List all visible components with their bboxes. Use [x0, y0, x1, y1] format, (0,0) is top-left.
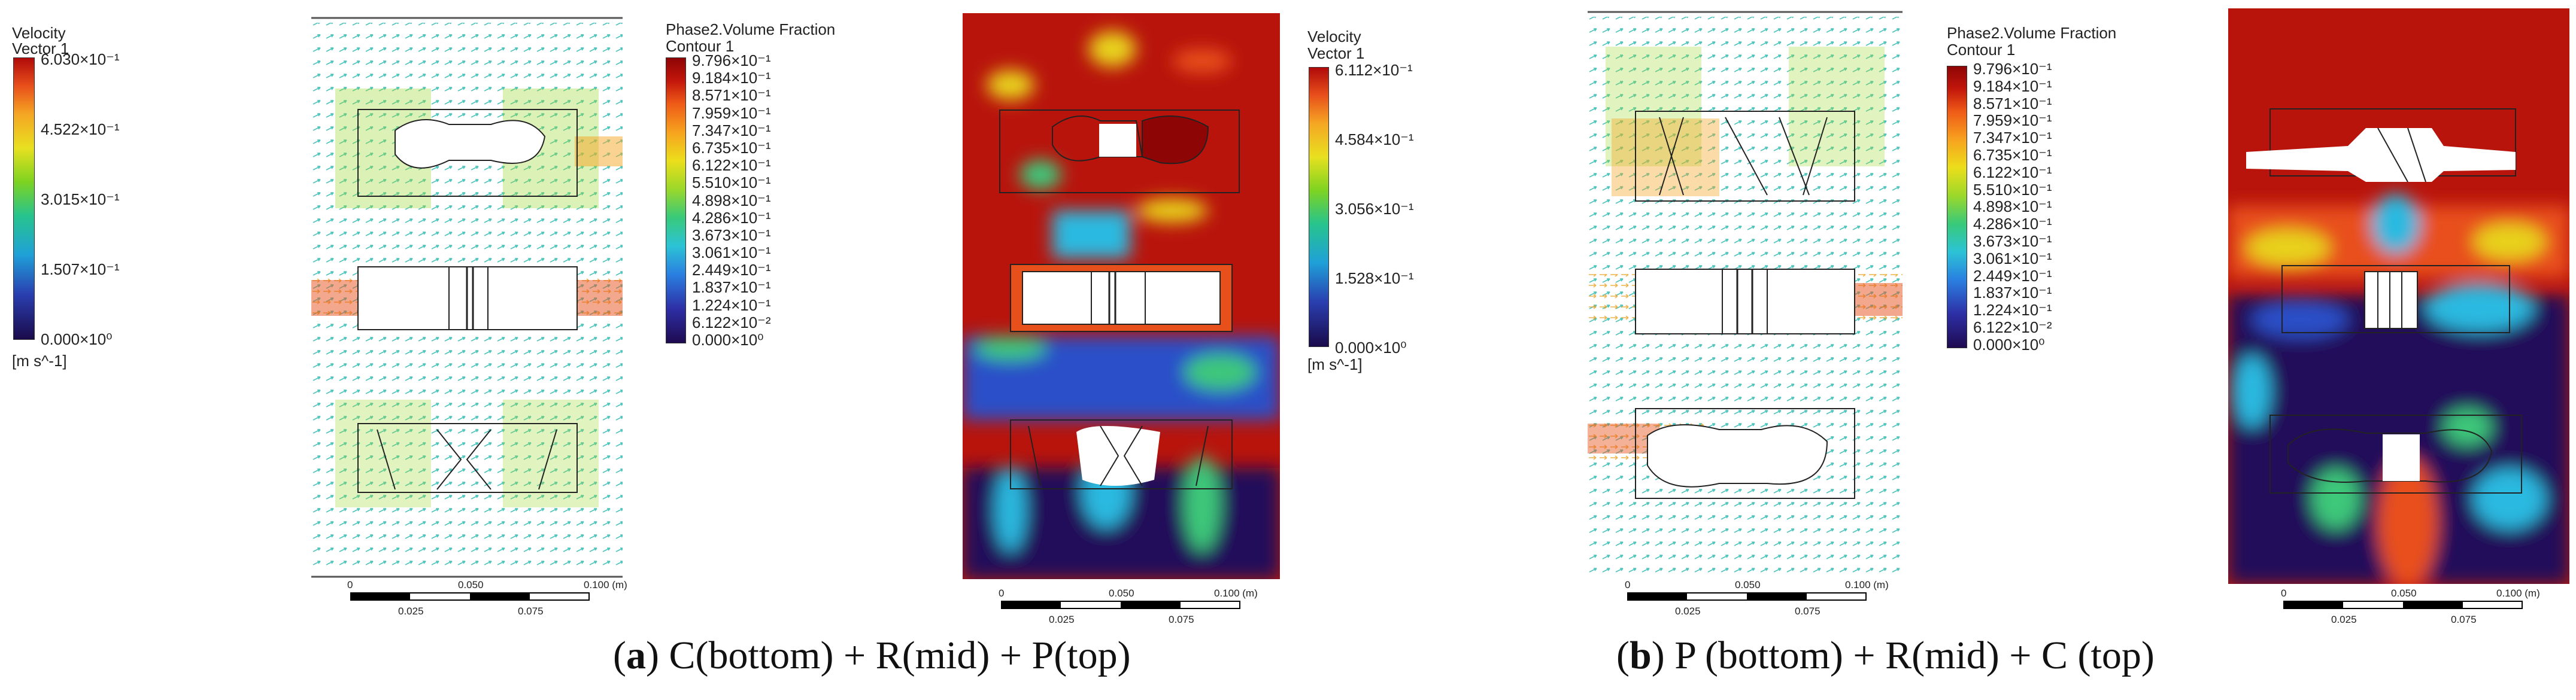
scale-label: 0: [2281, 588, 2287, 599]
scale-label: 0.050: [1735, 579, 1761, 591]
velocity-legend-label: 3.015×10⁻¹: [41, 190, 120, 208]
fraction-legend-label: 4.898×10⁻¹: [1973, 197, 2052, 216]
caption-text: C(bottom) + R(mid) + P(top): [659, 634, 1131, 677]
velocity-legend-label: 6.030×10⁻¹: [41, 50, 120, 68]
velocity-legend-label: 1.528×10⁻¹: [1335, 269, 1414, 287]
velocity-legend-label: 0.000×10⁰: [1335, 339, 1407, 357]
velocity-legend-unit: [m s^-1]: [12, 352, 67, 370]
velocity-legend-label: 3.056×10⁻¹: [1335, 200, 1414, 218]
scale-label: 0.100 (m): [2496, 588, 2540, 599]
fraction-legend-label: 9.796×10⁻¹: [692, 51, 771, 69]
velocity-legend-title: Velocity: [12, 24, 66, 42]
fraction-legend-label: 3.061×10⁻¹: [692, 244, 771, 262]
fraction-legend-label: 7.347×10⁻¹: [1973, 129, 2052, 147]
fraction-legend-label: 7.959×10⁻¹: [692, 104, 771, 122]
scale-label: 0: [347, 579, 353, 591]
fraction-legend-label: 8.571×10⁻¹: [1973, 94, 2052, 112]
velocity-colorbar: [1309, 67, 1329, 347]
scale-label: 0.100 (m): [1845, 579, 1889, 591]
fraction-legend-label: 0.000×10⁰: [692, 331, 764, 349]
vector-plot-b: [1588, 11, 1903, 579]
fraction-legend-label: 7.347×10⁻¹: [692, 121, 771, 139]
velocity-legend-label: 0.000×10⁰: [41, 330, 113, 348]
scale-bar-contour-b: [2283, 601, 2523, 609]
fraction-legend-label: 9.184×10⁻¹: [1973, 77, 2052, 95]
fraction-legend-label: 3.673×10⁻¹: [1973, 232, 2052, 250]
velocity-legend-label: 4.522×10⁻¹: [41, 120, 120, 138]
fraction-legend-labels: 9.796×10⁻¹ 9.184×10⁻¹ 8.571×10⁻¹ 7.959×1…: [1973, 61, 2052, 354]
velocity-legend-label: 1.507×10⁻¹: [41, 260, 120, 278]
fraction-legend-label: 4.286×10⁻¹: [692, 208, 771, 227]
velocity-legend-label: 6.112×10⁻¹: [1335, 61, 1413, 79]
fraction-legend-label: 6.735×10⁻¹: [692, 138, 771, 157]
fraction-legend-label: 2.449×10⁻¹: [1973, 266, 2052, 285]
caption-letter: b: [1629, 634, 1652, 677]
fraction-legend-label: 3.673×10⁻¹: [692, 226, 771, 244]
scale-label: 0.050: [1109, 588, 1134, 599]
fraction-legend-subtitle: Contour 1: [1947, 41, 2016, 59]
fraction-legend-title: Phase2.Volume Fraction: [1947, 24, 2117, 42]
velocity-colorbar: [13, 57, 35, 340]
fraction-legend-label: 1.224×10⁻¹: [692, 296, 771, 314]
fraction-colorbar: [666, 57, 686, 343]
scale-label: 0.100 (m): [1214, 588, 1258, 599]
fraction-legend-label: 8.571×10⁻¹: [692, 86, 771, 105]
velocity-legend-subtitle: Vector 1: [12, 39, 69, 57]
fraction-legend-label: 6.735×10⁻¹: [1973, 145, 2052, 164]
fraction-legend-label: 7.959×10⁻¹: [1973, 111, 2052, 130]
caption-letter: a: [626, 634, 646, 677]
caption-a: (a) C(bottom) + R(mid) + P(top): [613, 634, 1131, 677]
scale-label: 0.025: [1675, 605, 1701, 617]
contour-plot-a: [963, 13, 1280, 579]
fraction-legend-label: 6.122×10⁻²: [692, 313, 771, 331]
vector-plot-a: [311, 17, 623, 579]
fraction-legend-label: 4.898×10⁻¹: [692, 191, 771, 209]
velocity-legend-unit: [m s^-1]: [1307, 355, 1363, 373]
fraction-legend-label: 9.184×10⁻¹: [692, 69, 771, 87]
scale-label: 0.025: [1049, 614, 1075, 625]
fraction-legend-label: 1.837×10⁻¹: [1973, 284, 2052, 302]
fraction-legend-subtitle: Contour 1: [666, 37, 735, 55]
scale-label: 0: [1625, 579, 1631, 591]
velocity-legend-title: Velocity: [1307, 28, 1361, 45]
scale-label: 0.075: [518, 605, 544, 617]
fraction-legend-label: 6.122×10⁻¹: [1973, 163, 2052, 181]
fraction-legend-label: 0.000×10⁰: [1973, 335, 2045, 354]
fraction-legend-label: 5.510×10⁻¹: [692, 174, 771, 192]
fraction-legend-label: 5.510×10⁻¹: [1973, 180, 2052, 199]
caption-text: P (bottom) + R(mid) + C (top): [1664, 634, 2155, 677]
fraction-legend-label: 3.061×10⁻¹: [1973, 249, 2052, 267]
fraction-legend-label: 2.449×10⁻¹: [692, 261, 771, 279]
scale-label: 0.075: [2451, 614, 2477, 625]
fraction-legend-title: Phase2.Volume Fraction: [666, 20, 836, 38]
scale-label: 0.100 (m): [584, 579, 627, 591]
fraction-legend-label: 6.122×10⁻²: [1973, 318, 2052, 336]
scale-bar-vector-b: [1627, 592, 1867, 601]
fraction-legend-label: 4.286×10⁻¹: [1973, 215, 2052, 233]
scale-label: 0.050: [458, 579, 484, 591]
fraction-legend-label: 6.122×10⁻¹: [692, 156, 771, 175]
velocity-legend-subtitle: Vector 1: [1307, 44, 1365, 62]
scale-label: 0: [999, 588, 1005, 599]
scale-bar-contour-a: [1001, 601, 1240, 609]
fraction-colorbar: [1947, 66, 1967, 348]
fraction-legend-label: 9.796×10⁻¹: [1973, 60, 2052, 78]
caption-b: (b) P (bottom) + R(mid) + C (top): [1616, 634, 2155, 677]
scale-label: 0.075: [1795, 605, 1821, 617]
scale-label: 0.075: [1169, 614, 1194, 625]
scale-label: 0.025: [2331, 614, 2357, 625]
fraction-legend-label: 1.837×10⁻¹: [692, 278, 771, 297]
fraction-legend-labels: 9.796×10⁻¹ 9.184×10⁻¹ 8.571×10⁻¹ 7.959×1…: [692, 53, 771, 349]
velocity-legend-label: 4.584×10⁻¹: [1335, 130, 1414, 148]
scale-label: 0.025: [398, 605, 424, 617]
scale-bar-vector-a: [350, 592, 590, 601]
fraction-legend-label: 1.224×10⁻¹: [1973, 301, 2052, 319]
scale-label: 0.050: [2391, 588, 2417, 599]
contour-plot-b: [2228, 8, 2569, 584]
